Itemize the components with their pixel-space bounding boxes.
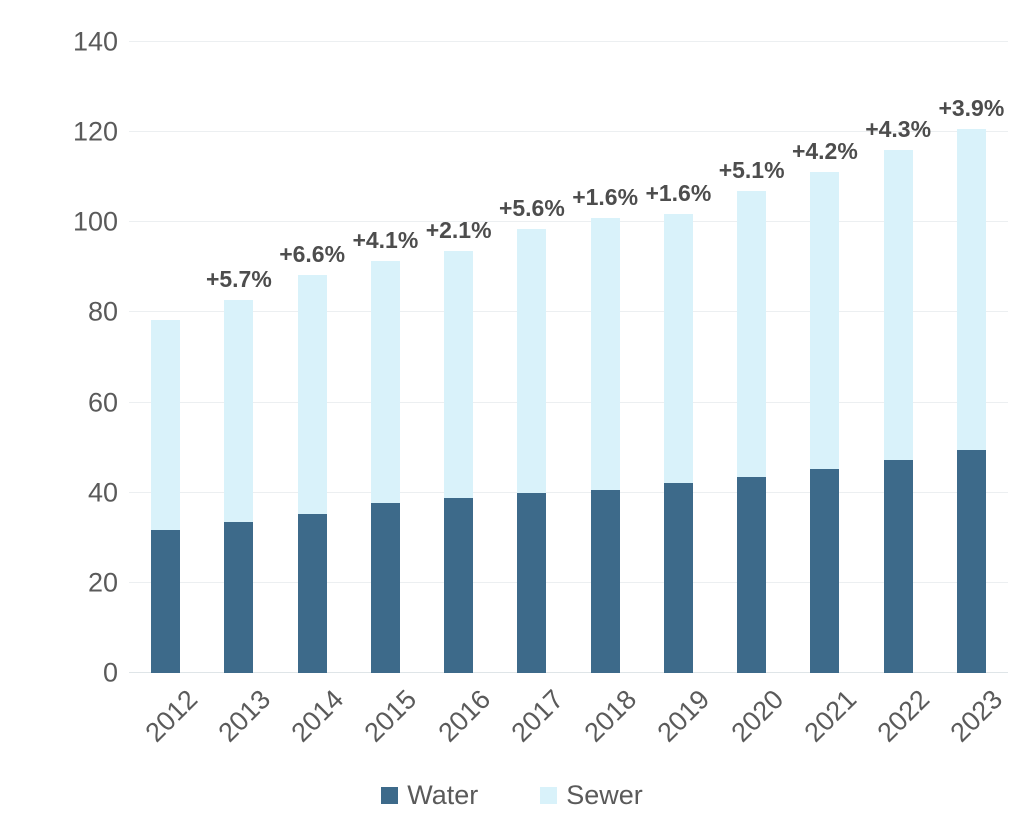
bar-segment-sewer[interactable]	[151, 320, 181, 530]
bar-group[interactable]: +2.1%	[426, 217, 492, 673]
bar-segment-sewer[interactable]	[663, 214, 693, 484]
bar-value-label: +2.1%	[425, 217, 492, 244]
y-axis-tick-label: 0	[102, 657, 118, 688]
legend-item[interactable]: Sewer	[540, 780, 643, 811]
x-axis-tick-label: 2015	[358, 684, 423, 748]
y-axis-tick-labels: 0 20 40 60 80 100 120 140	[0, 27, 1024, 688]
x-axis-tick-label: 2023	[944, 684, 1009, 748]
y-axis-tick-label: 140	[72, 26, 118, 57]
bar-group[interactable]: +3.9%	[938, 95, 1004, 673]
x-axis-tick-label: 2017	[505, 684, 570, 748]
bar-segment-water[interactable]	[370, 503, 400, 673]
y-axis-tick-label: 100	[72, 206, 118, 237]
bar-group[interactable]: +1.6%	[645, 180, 711, 673]
bar-segment-water[interactable]	[590, 490, 620, 673]
bar-group[interactable]: +6.6%	[279, 241, 345, 673]
x-axis-tick-label: 2016	[432, 684, 496, 748]
legend-swatch-icon	[381, 787, 399, 804]
gridline	[129, 41, 1008, 42]
x-axis-tick-label: 2018	[578, 684, 643, 748]
plot-area: +5.7% +6.6% +4.1% +2.1% +5.6% +1.6% +1.6% +5.1%…	[129, 41, 1008, 673]
y-axis-tick-label: 120	[72, 116, 118, 147]
legend-label: Sewer	[566, 780, 643, 810]
bar-group[interactable]: +4.2%	[792, 138, 858, 673]
bar-group[interactable]: +4.1%	[352, 227, 418, 673]
x-axis-tick-label: 2020	[725, 684, 789, 748]
gridline	[129, 401, 1008, 403]
x-axis-tick-labels: 2012 2013 2014 2015 2016 2017 2018 2019 2020 2021…	[129, 0, 1008, 821]
bar-segment-sewer[interactable]	[517, 228, 547, 494]
y-axis-tick-label: 60	[87, 387, 118, 418]
bar-segment-water[interactable]	[297, 513, 327, 673]
x-axis-tick-label: 2012	[139, 684, 203, 748]
x-axis-tick-label: 2021	[798, 684, 863, 748]
gridline	[129, 672, 1008, 673]
legend-swatch-icon	[540, 787, 558, 804]
bar-segment-water[interactable]	[224, 522, 254, 673]
y-axis-tick-label: 80	[87, 296, 118, 327]
gridline	[129, 131, 1008, 133]
bar-segment-water[interactable]	[517, 493, 547, 673]
bar-segment-sewer[interactable]	[590, 218, 620, 491]
bar-value-label: +1.6%	[572, 184, 639, 211]
bar-segment-water[interactable]	[956, 450, 986, 673]
bar-value-label: +5.1%	[718, 157, 785, 184]
gridline	[129, 221, 1008, 223]
bar-segment-sewer[interactable]	[883, 149, 913, 460]
bar-group[interactable]: +5.1%	[719, 157, 785, 673]
legend-label: Water	[407, 780, 479, 810]
x-axis-tick-label: 2014	[285, 684, 350, 748]
bar-value-label: +4.3%	[865, 115, 932, 142]
bar-group[interactable]: +5.6%	[499, 195, 565, 673]
bar-value-label: +5.7%	[205, 265, 272, 292]
bar-segment-sewer[interactable]	[737, 191, 767, 478]
bar-segment-water[interactable]	[737, 477, 767, 673]
bar-segment-water[interactable]	[883, 459, 913, 673]
bar-segment-water[interactable]	[151, 529, 181, 673]
bar-group[interactable]: +4.3%	[865, 116, 931, 673]
y-axis-tick-label: 20	[87, 567, 118, 598]
bar-value-label: +4.1%	[352, 226, 419, 253]
bar-value-label: +5.6%	[498, 194, 565, 221]
bar-segment-sewer[interactable]	[444, 251, 474, 499]
x-axis-tick-label: 2022	[871, 684, 936, 748]
chart-legend: Water Sewer	[0, 780, 1024, 811]
bar-value-label: +4.2%	[791, 137, 858, 164]
bar-value-label: +1.6%	[645, 180, 712, 207]
bar-segment-sewer[interactable]	[956, 128, 986, 451]
bar-segment-sewer[interactable]	[810, 171, 840, 469]
bar-group[interactable]	[151, 320, 181, 673]
bar-segment-water[interactable]	[444, 498, 474, 673]
bar-segment-sewer[interactable]	[224, 299, 254, 523]
gridline	[129, 311, 1008, 313]
y-axis-tick-label: 40	[87, 477, 118, 508]
bar-segment-sewer[interactable]	[370, 260, 400, 504]
bar-value-label: +3.9%	[938, 94, 1005, 121]
x-axis-tick-label: 2019	[651, 684, 716, 748]
bar-segment-water[interactable]	[810, 468, 840, 673]
legend-item[interactable]: Water	[381, 780, 478, 811]
gridline	[129, 491, 1008, 493]
bar-segment-sewer[interactable]	[297, 275, 327, 514]
bar-segment-water[interactable]	[663, 483, 693, 673]
gridline	[129, 581, 1008, 583]
bar-value-label: +6.6%	[279, 241, 346, 268]
bar-group[interactable]: +1.6%	[572, 184, 638, 673]
bar-group[interactable]: +5.7%	[206, 266, 272, 673]
x-axis-tick-label: 2013	[212, 684, 277, 748]
